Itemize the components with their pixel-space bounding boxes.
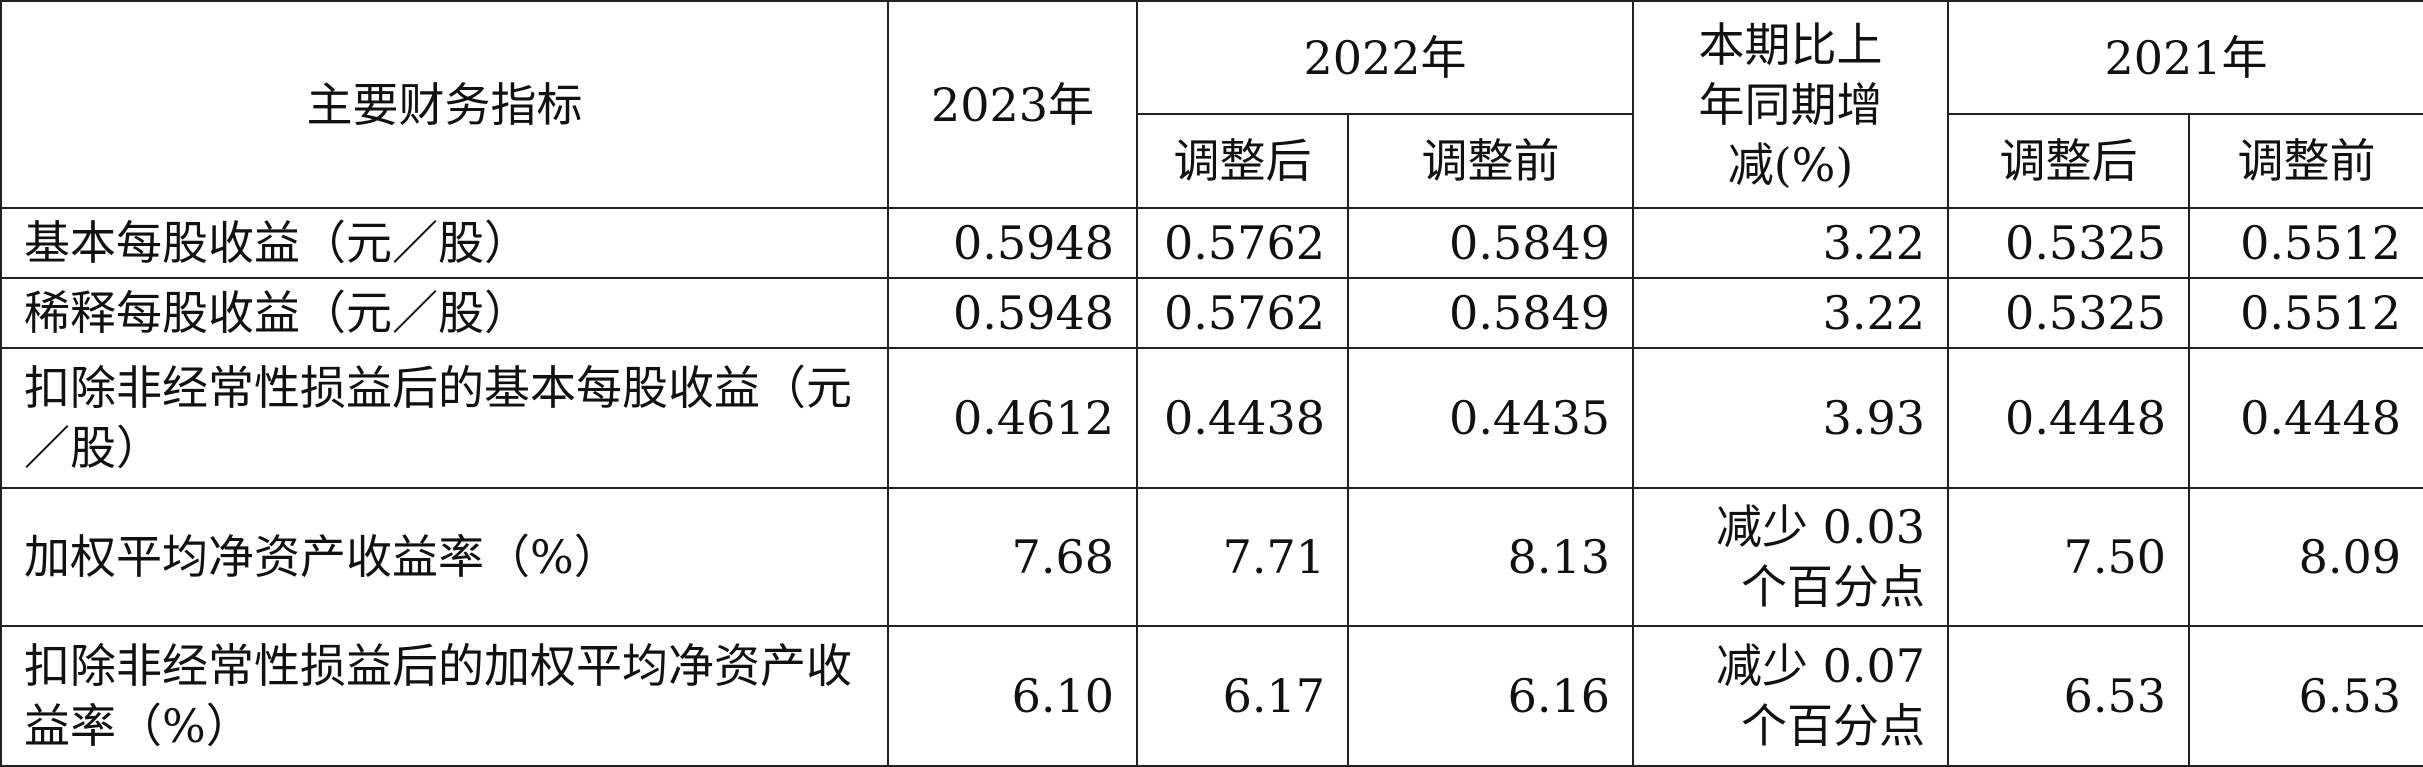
value-2021-before: 0.5512 [2188, 207, 2423, 279]
header-row-top: 主要财务指标 2023年 2022年 本期比上 年同期增 减(%) 2021年 [0, 0, 2423, 209]
table-row: 扣除非经常性损益后的加权平均净资产收益率（%） 6.10 6.17 6.16 减… [0, 625, 2423, 767]
header-2022-adjusted: 调整后 [1136, 113, 1349, 209]
value-2023: 0.4612 [887, 347, 1138, 489]
value-2021-before: 8.09 [2188, 487, 2423, 627]
row-label: 扣除非经常性损益后的基本每股收益（元／股） [0, 347, 889, 489]
header-2021-adjusted: 调整后 [1947, 113, 2191, 209]
header-indicator: 主要财务指标 [0, 0, 889, 209]
value-2021-before: 0.4448 [2188, 347, 2423, 489]
value-2022-before: 8.13 [1346, 487, 1635, 627]
value-yoy-change: 3.93 [1632, 347, 1950, 489]
header-2022-before: 调整前 [1346, 113, 1635, 209]
table-row: 稀释每股收益（元／股） 0.5948 0.5762 0.5849 3.22 0.… [0, 277, 2423, 349]
change-line1: 3.22 [1822, 286, 1926, 340]
value-2021-adjusted: 0.4448 [1947, 347, 2191, 489]
header-row-sub: 调整后 调整前 调整后 调整前 [1, 113, 2423, 209]
value-2021-adjusted: 7.50 [1947, 487, 2191, 627]
value-2022-before: 6.16 [1346, 625, 1635, 767]
value-2022-adjusted: 0.5762 [1136, 207, 1349, 279]
row-label: 基本每股收益（元／股） [0, 207, 889, 279]
value-yoy-change: 减少 0.03 个百分点 [1632, 487, 1950, 627]
table-row: 扣除非经常性损益后的基本每股收益（元／股） 0.4612 0.4438 0.44… [0, 347, 2423, 489]
change-line2: 个百分点 [1741, 699, 1926, 753]
table-row: 基本每股收益（元／股） 0.5948 0.5762 0.5849 3.22 0.… [0, 207, 2423, 279]
value-2022-adjusted: 0.4438 [1136, 347, 1349, 489]
value-2022-before: 0.5849 [1346, 207, 1635, 279]
change-line1: 减少 0.07 [1715, 639, 1926, 693]
value-2023: 7.68 [887, 487, 1138, 627]
change-line2: 个百分点 [1741, 560, 1926, 614]
header-2023: 2023年 [887, 0, 1138, 209]
value-2023: 6.10 [887, 625, 1138, 767]
header-yoy-change: 本期比上 年同期增 减(%) [1632, 0, 1950, 209]
value-2022-adjusted: 0.5762 [1136, 277, 1349, 349]
value-yoy-change: 3.22 [1632, 207, 1950, 279]
value-2022-before: 0.4435 [1346, 347, 1635, 489]
value-2023: 0.5948 [887, 277, 1138, 349]
value-2021-adjusted: 6.53 [1947, 625, 2191, 767]
value-yoy-change: 3.22 [1632, 277, 1950, 349]
header-yoy-line2: 年同期增 [1698, 77, 1883, 132]
value-2021-adjusted: 0.5325 [1947, 277, 2191, 349]
header-2022: 2022年 [1135, 0, 1635, 115]
change-line1: 3.93 [1822, 391, 1926, 445]
value-2022-adjusted: 7.71 [1136, 487, 1349, 627]
row-label: 稀释每股收益（元／股） [0, 277, 889, 349]
header-2021: 2021年 [1947, 0, 2423, 115]
value-2023: 0.5948 [887, 207, 1138, 279]
value-2021-adjusted: 0.5325 [1947, 207, 2191, 279]
header-2021-before: 调整前 [2188, 113, 2423, 209]
header-yoy-line3: 减(%) [1727, 137, 1854, 192]
row-label: 加权平均净资产收益率（%） [0, 487, 889, 627]
change-line1: 3.22 [1822, 216, 1926, 270]
value-2022-before: 0.5849 [1346, 277, 1635, 349]
header-yoy-line1: 本期比上 [1698, 17, 1883, 72]
value-2021-before: 0.5512 [2188, 277, 2423, 349]
change-line1: 减少 0.03 [1715, 500, 1926, 554]
value-yoy-change: 减少 0.07 个百分点 [1632, 625, 1950, 767]
row-label: 扣除非经常性损益后的加权平均净资产收益率（%） [0, 625, 889, 767]
table-row: 加权平均净资产收益率（%） 7.68 7.71 8.13 减少 0.03 个百分… [0, 487, 2423, 627]
value-2021-before: 6.53 [2188, 625, 2423, 767]
value-2022-adjusted: 6.17 [1136, 625, 1349, 767]
